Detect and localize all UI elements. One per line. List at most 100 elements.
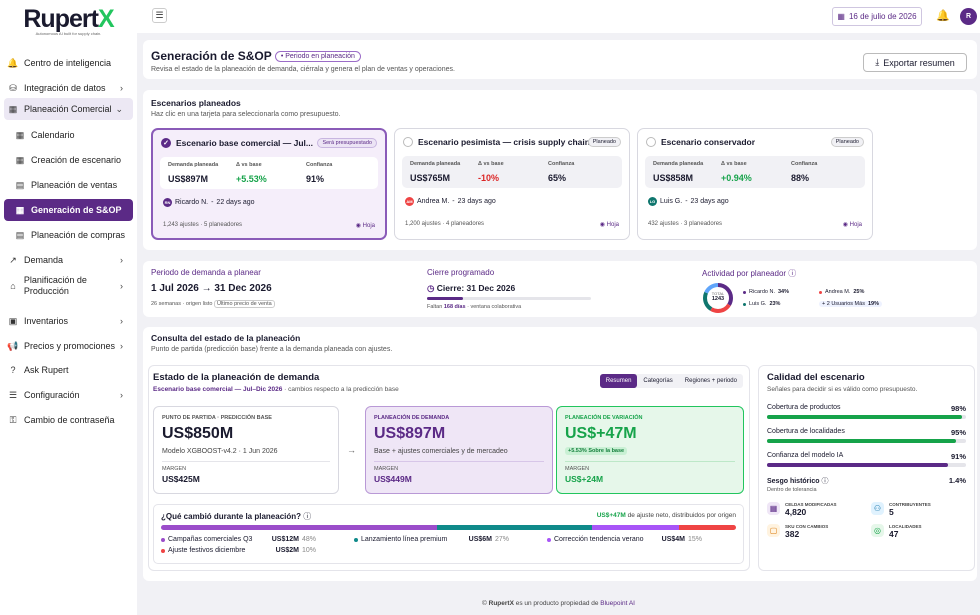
base-label: PUNTO DE PARTIDA · PREDICCIÓN BASE xyxy=(162,415,272,421)
topbar: ☰ ▦ 16 de julio de 2026 🔔 R xyxy=(137,0,980,33)
quality-tile: ▢ SKU CON CAMBIOS 382 xyxy=(767,524,828,539)
scenario-card[interactable]: ✓ Escenario base comercial — Jul... Será p… xyxy=(151,128,387,240)
owner-link[interactable]: Bluepoint AI xyxy=(600,600,635,607)
tab-regiones[interactable]: Regiones + periodo xyxy=(684,378,737,384)
user-avatar[interactable]: R xyxy=(960,8,977,25)
chevron-icon: ⌄ xyxy=(115,103,123,114)
bias-label: Sesgo histórico ⓘ xyxy=(767,478,829,485)
users-icon: ⚇ xyxy=(871,502,884,515)
scenarios-subtitle: Haz clic en una tarjeta para seleccionar… xyxy=(151,111,341,118)
tab-categorias[interactable]: Categorías xyxy=(643,378,673,384)
plan-state-card: Estado de la planeación de demanda Escen… xyxy=(148,365,750,571)
quality-card: Calidad del escenario Señales para decid… xyxy=(758,365,975,571)
sidebar-item-12[interactable]: ? Ask Rupert xyxy=(4,359,133,381)
sidebar-item-label: Inventarios xyxy=(24,315,69,326)
scenario-delta: +5.53% xyxy=(236,174,267,184)
help-icon: ? xyxy=(10,365,16,375)
sidebar-item-2[interactable]: ▦ Planeación Comercial ⌄ xyxy=(4,98,133,120)
view-sheet-link[interactable]: ◉ Hoja xyxy=(599,222,619,228)
sidebar-item-label: Planificación de Producción xyxy=(23,275,87,296)
sidebar-item-13[interactable]: ☰ Configuración › xyxy=(4,384,133,406)
variation-chip: +5.53% Sobre la base xyxy=(565,447,628,455)
consult-subtitle: Punto de partida (predicción base) frent… xyxy=(151,346,393,353)
change-legend-item: Lanzamiento línea premium US$6M 27% xyxy=(354,536,509,543)
donut-total: 1243 xyxy=(711,296,725,302)
sidebar-item-label: Planeación Comercial xyxy=(24,103,112,114)
radio-check-icon[interactable] xyxy=(403,137,413,147)
view-sheet-link[interactable]: ◉ Hoja xyxy=(355,223,375,229)
variation-label: PLANEACIÓN DE VARIACIÓN xyxy=(565,415,643,421)
page-header: Generación de S&OP • Periodo en planeaci… xyxy=(143,40,977,79)
sidebar-item-3[interactable]: ▦ Calendario xyxy=(4,124,133,146)
sidebar-item-6[interactable]: ▦ Generación de S&OP xyxy=(4,199,133,221)
radio-check-icon[interactable] xyxy=(646,137,656,147)
sidebar-item-9[interactable]: ⌂ Planificación de Producción › xyxy=(4,273,133,299)
view-sheet-link[interactable]: ◉ Hoja xyxy=(842,222,862,228)
donut-slice xyxy=(703,283,733,313)
changes-segment xyxy=(678,525,736,530)
page-title: Generación de S&OP • Periodo en planeaci… xyxy=(151,49,361,63)
scenario-demand: US$858M xyxy=(653,173,694,183)
variation-margin-value: US$+24M xyxy=(565,474,604,484)
scenario-metrics: Demanda planeada Δ vs base Confianza US$858… xyxy=(645,156,865,188)
sidebar-item-7[interactable]: ▤ Planeación de compras xyxy=(4,224,133,246)
quality-tile: ⚇ CONTRIBUYENTES 5 xyxy=(871,502,931,517)
close-countdown: Faltan 168 días · ventana colaborativa xyxy=(427,304,522,310)
sidebar-item-4[interactable]: ▦ Creación de escenario xyxy=(4,149,133,171)
location-icon: ◎ xyxy=(871,524,884,537)
date-picker[interactable]: ▦ 16 de julio de 2026 xyxy=(832,7,922,26)
eye-icon: ◉ xyxy=(599,222,605,228)
export-summary-button[interactable]: ⤓ Exportar resumen xyxy=(863,53,967,72)
radio-check-icon[interactable]: ✓ xyxy=(161,138,171,148)
sidebar-item-14[interactable]: ⚿ Cambio de contraseña xyxy=(4,409,133,431)
changes-segment xyxy=(161,525,437,530)
chevron-icon: › xyxy=(120,316,123,326)
planned-margin-value: US$449M xyxy=(374,474,412,484)
logo-tagline: Autonomous AI built for supply chain. xyxy=(35,31,102,36)
key-icon: ⚿ xyxy=(9,414,17,425)
consult-title: Consulta del estado de la planeación xyxy=(151,333,301,343)
changes-stacked-bar xyxy=(161,525,736,530)
notification-bell-icon[interactable]: 🔔 xyxy=(936,10,950,22)
close-title: Cierre programado xyxy=(427,268,495,277)
donut-slice xyxy=(703,283,733,313)
menu-toggle-icon[interactable]: ☰ xyxy=(152,8,167,23)
avatar: AM xyxy=(405,197,414,206)
quality-subtitle: Señales para decidir si es válido como p… xyxy=(767,386,918,393)
activity-title: Actividad por planeador ⓘ xyxy=(702,269,797,278)
sidebar-item-8[interactable]: ↗ Demanda › xyxy=(4,249,133,271)
scenario-delta: -10% xyxy=(478,173,500,183)
planned-margin-label: MARGEN xyxy=(374,466,399,472)
logo[interactable]: RupertX Autonomous AI built for supply c… xyxy=(0,0,137,44)
megaphone-icon: 📢 xyxy=(7,340,19,351)
tab-resumen[interactable]: Resumen xyxy=(599,374,638,388)
status-badge: • Periodo en planeación xyxy=(274,51,361,62)
period-panel: Periodo de demanda a planear 1 Jul 2026 … xyxy=(143,261,977,317)
tag-icon: ▢ xyxy=(767,524,780,537)
period-title: Periodo de demanda a planear xyxy=(151,268,261,277)
bias-note: Dentro de tolerancia xyxy=(767,487,817,493)
quality-row: Cobertura de productos 98% xyxy=(767,404,966,419)
download-icon: ⤓ xyxy=(875,57,880,67)
footer: © RupertX es un producto propiedad de Bl… xyxy=(482,600,635,607)
variation-value: US$+47M xyxy=(565,425,637,442)
scenario-card[interactable]: Escenario pesimista — crisis supply chai… xyxy=(394,128,630,240)
sidebar-item-1[interactable]: ⛁ Integración de datos › xyxy=(4,77,133,99)
planned-note: Base + ajustes comerciales y de mercadeo xyxy=(374,448,508,455)
sidebar-item-label: Integración de datos xyxy=(24,82,106,93)
avatar: RN xyxy=(163,198,172,207)
scenario-delta: +0.94% xyxy=(721,173,752,183)
scenario-confidence: 88% xyxy=(791,173,810,183)
sidebar-item-10[interactable]: ▣ Inventarios › xyxy=(4,310,133,332)
planned-value: US$897M xyxy=(374,425,446,442)
activity-donut xyxy=(703,283,733,313)
sidebar-item-11[interactable]: 📢 Precios y promociones › xyxy=(4,335,133,357)
period-range: 1 Jul 2026 → 31 Dec 2026 xyxy=(151,283,272,294)
scenario-footer: 1,200 ajustes · 4 planeadores xyxy=(405,221,485,227)
sidebar-item-5[interactable]: ▤ Planeación de ventas xyxy=(4,174,133,196)
sidebar-item-0[interactable]: 🔔 Centro de inteligencia xyxy=(4,52,133,74)
scenario-card[interactable]: Escenario conservador Planeado Demanda pla… xyxy=(637,128,873,240)
scenarios-title: Escenarios planeados xyxy=(151,98,241,108)
scenario-metrics: Demanda planeada Δ vs base Confianza US$897… xyxy=(160,157,378,189)
planned-demand-box: PLANEACIÓN DE DEMANDA US$897M Base + aju… xyxy=(365,406,553,494)
